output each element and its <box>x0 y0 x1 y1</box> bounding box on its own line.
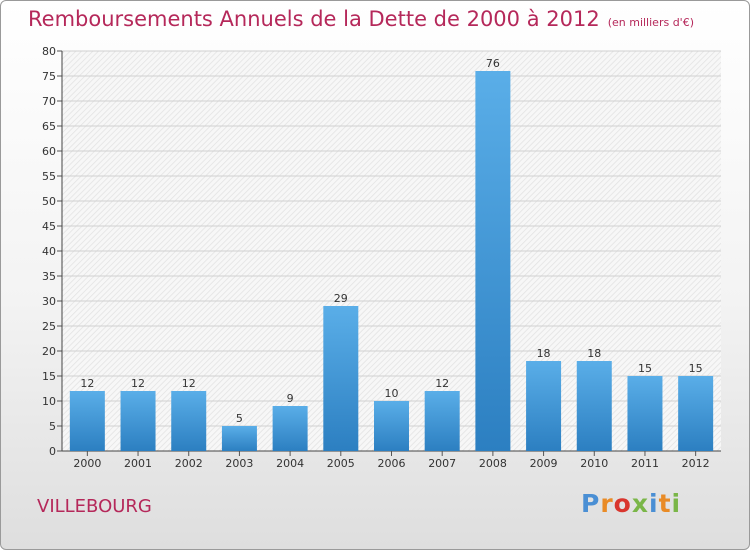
bar <box>475 71 511 451</box>
y-tick-label: 70 <box>42 95 56 108</box>
data-label: 9 <box>287 392 294 405</box>
bar <box>627 376 663 451</box>
data-label: 5 <box>236 412 243 425</box>
bar <box>272 406 308 451</box>
y-tick-label: 55 <box>42 170 56 183</box>
logo-letter: i <box>649 489 659 518</box>
y-tick-label: 40 <box>42 245 56 258</box>
x-tick-label: 2012 <box>682 457 710 470</box>
y-tick-label: 30 <box>42 295 56 308</box>
data-label: 10 <box>385 387 399 400</box>
logo-letter: r <box>600 489 614 518</box>
y-tick-label: 60 <box>42 145 56 158</box>
bar <box>323 306 359 451</box>
bar <box>221 426 257 451</box>
bar <box>576 361 612 451</box>
y-tick-label: 5 <box>49 420 56 433</box>
bar <box>374 401 409 451</box>
data-label: 76 <box>486 57 500 70</box>
logo-letter: t <box>658 489 672 518</box>
bar <box>678 376 714 451</box>
y-tick-label: 80 <box>42 45 56 58</box>
bar <box>171 391 207 451</box>
y-tick-label: 25 <box>42 320 56 333</box>
data-label: 15 <box>638 362 652 375</box>
y-tick-label: 65 <box>42 120 56 133</box>
y-tick-label: 15 <box>42 370 56 383</box>
data-label: 12 <box>182 377 196 390</box>
data-label: 18 <box>537 347 551 360</box>
bar <box>424 391 460 451</box>
logo-letter: P <box>581 489 601 518</box>
data-label: 12 <box>131 377 145 390</box>
data-label: 12 <box>80 377 94 390</box>
bar-chart: 0 5 10 15 20 25 30 35 40 45 50 55 60 65 70 75 80 12 2000 12… <box>42 45 721 470</box>
y-tick-label: 75 <box>42 70 56 83</box>
y-tick-label: 20 <box>42 345 56 358</box>
x-tick-label: 2001 <box>124 457 152 470</box>
y-tick-label: 0 <box>49 445 56 458</box>
logo-letter: x <box>631 489 649 518</box>
y-tick-label: 50 <box>42 195 56 208</box>
chart-title: Remboursements Annuels de la Dette de 20… <box>28 7 600 31</box>
x-tick-label: 2005 <box>327 457 355 470</box>
x-tick-label: 2010 <box>580 457 608 470</box>
x-tick-label: 2003 <box>225 457 253 470</box>
x-tick-label: 2011 <box>631 457 659 470</box>
y-tick-label: 35 <box>42 270 56 283</box>
x-tick-label: 2007 <box>428 457 456 470</box>
bar <box>69 391 105 451</box>
logo-letter: i <box>671 489 682 518</box>
x-tick-label: 2006 <box>378 457 406 470</box>
data-label: 18 <box>587 347 601 360</box>
x-tick-label: 2008 <box>479 457 507 470</box>
x-tick-label: 2002 <box>175 457 203 470</box>
data-label: 29 <box>334 292 348 305</box>
chart-title-block: Remboursements Annuels de la Dette de 20… <box>28 7 694 31</box>
commune-name: VILLEBOURG <box>37 496 152 517</box>
y-tick-label: 10 <box>42 395 56 408</box>
data-label: 15 <box>689 362 703 375</box>
proxiti-logo: Proxiti <box>581 489 681 518</box>
x-tick-label: 2000 <box>73 457 101 470</box>
logo-letter: o <box>613 489 632 518</box>
y-tick-label: 45 <box>42 220 56 233</box>
unit-note: (en milliers d'€) <box>607 16 694 29</box>
data-label: 12 <box>435 377 449 390</box>
x-tick-label: 2009 <box>530 457 558 470</box>
bar <box>526 361 562 451</box>
x-tick-label: 2004 <box>276 457 304 470</box>
bar <box>120 391 156 451</box>
